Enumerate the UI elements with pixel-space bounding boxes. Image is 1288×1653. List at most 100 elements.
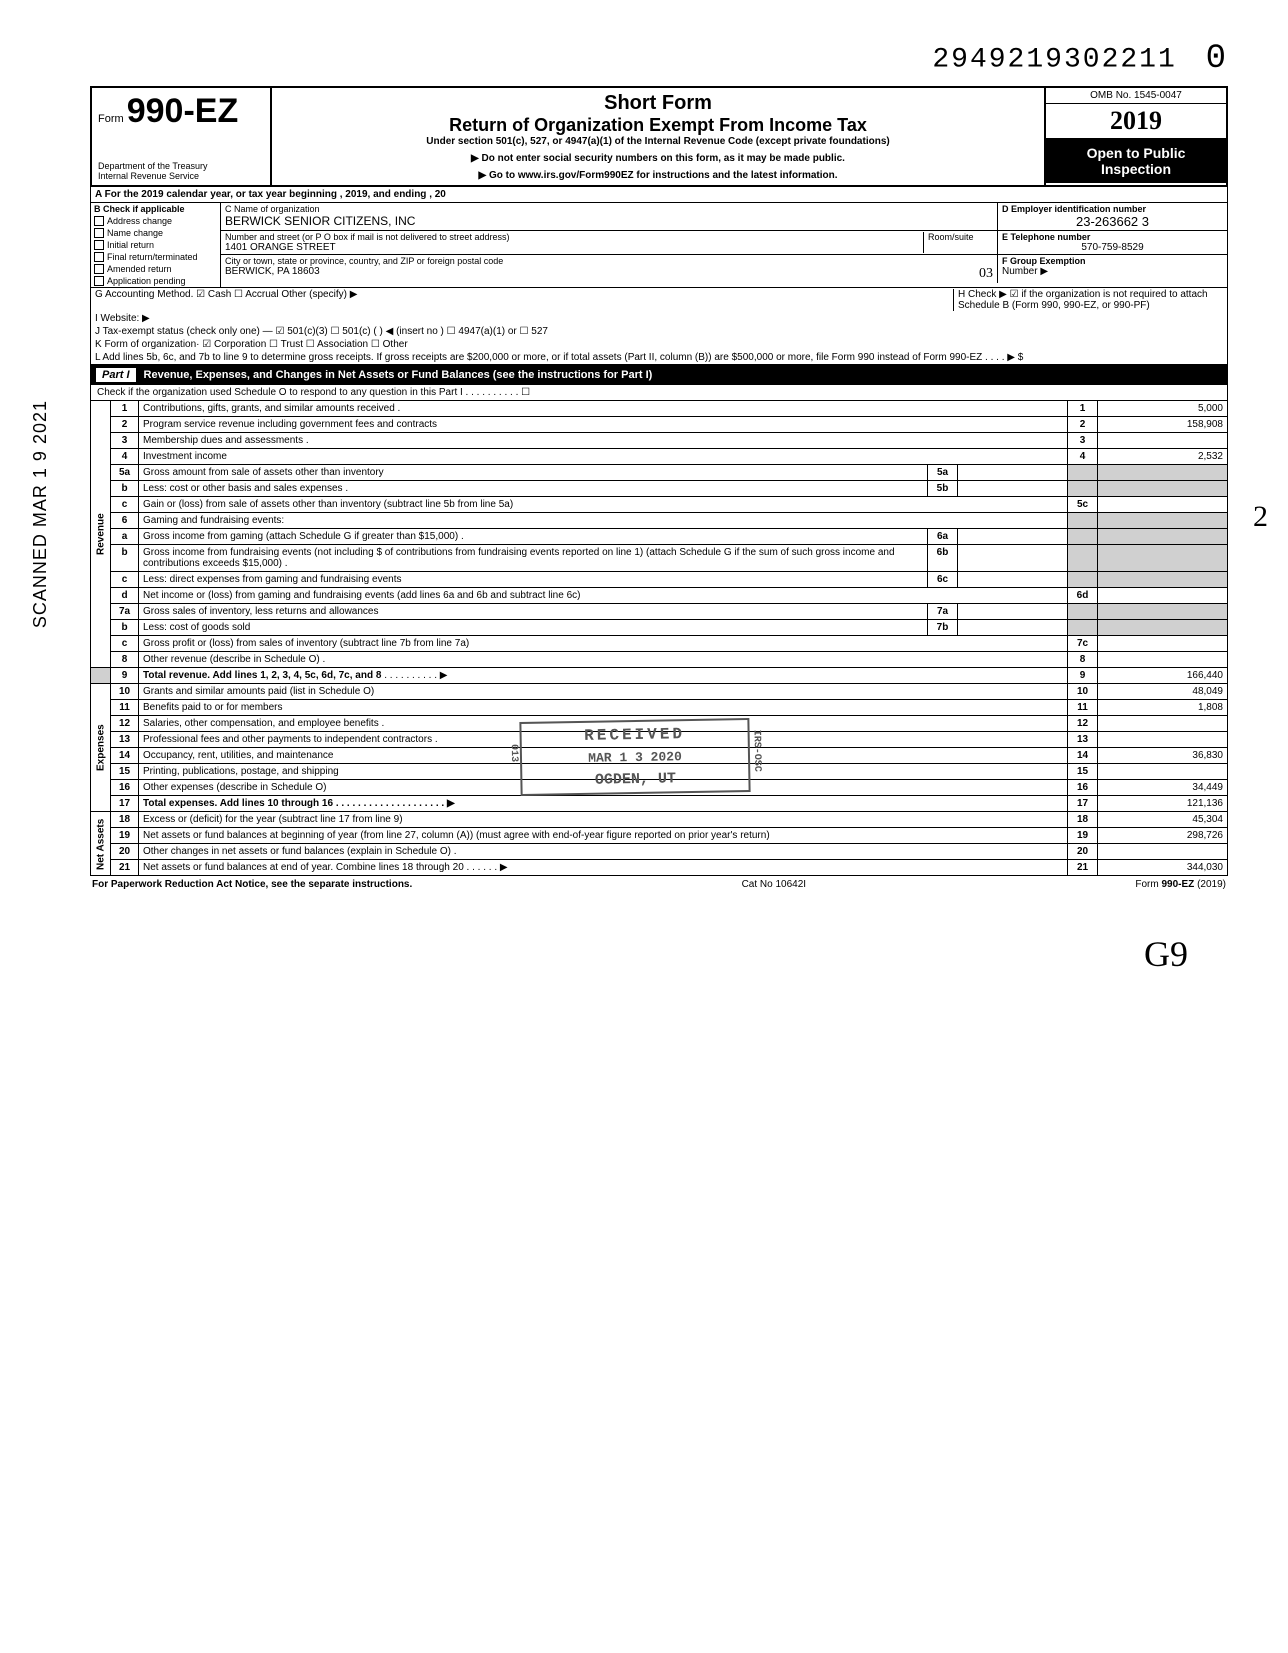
form-header: Form 990-EZ Department of the Treasury I…: [90, 86, 1228, 187]
col-b-checkboxes: B Check if applicable Address change Nam…: [91, 203, 221, 287]
col-b-title: B Check if applicable: [91, 203, 220, 215]
line-6-desc: Gaming and fundraising events:: [139, 513, 1068, 529]
line-5b-desc: Less: cost or other basis and sales expe…: [139, 481, 928, 497]
name-label: C Name of organization: [225, 204, 993, 214]
row-a-tax-year: A For the 2019 calendar year, or tax yea…: [90, 187, 1228, 203]
line-4-val: 2,532: [1098, 449, 1228, 465]
chk-initial-return[interactable]: Initial return: [91, 239, 220, 251]
tax-year: 2019: [1046, 104, 1226, 139]
handwritten-g9: G9: [90, 933, 1228, 975]
line-21-val: 344,030: [1098, 860, 1228, 876]
line-10-desc: Grants and similar amounts paid (list in…: [139, 684, 1068, 700]
line-6a-desc: Gross income from gaming (attach Schedul…: [139, 529, 928, 545]
line-11-desc: Benefits paid to or for members: [139, 700, 1068, 716]
chk-application-pending[interactable]: Application pending: [91, 275, 220, 287]
line-9-desc: Total revenue. Add lines 1, 2, 3, 4, 5c,…: [139, 668, 1068, 684]
document-locator-number: 2949219302211 0: [90, 40, 1228, 78]
part-1-header: Part I Revenue, Expenses, and Changes in…: [90, 365, 1228, 385]
ein-label: D Employer identification number: [1002, 204, 1223, 214]
net-assets-side-label: Net Assets: [91, 812, 111, 876]
telephone: 570-759-8529: [1002, 242, 1223, 253]
form-prefix: Form: [98, 113, 124, 125]
line-2-val: 158,908: [1098, 417, 1228, 433]
revenue-side-label: Revenue: [91, 401, 111, 668]
line-9-val: 166,440: [1098, 668, 1228, 684]
org-name: BERWICK SENIOR CITIZENS, INC: [225, 214, 993, 228]
footer-form: Form Form 990-EZ (2019)990-EZ (2019): [1135, 879, 1226, 890]
under-section: Under section 501(c), 527, or 4947(a)(1)…: [280, 136, 1036, 147]
handwritten-2: 2: [1253, 500, 1268, 534]
line-7b-desc: Less: cost of goods sold: [139, 620, 928, 636]
line-19-desc: Net assets or fund balances at beginning…: [139, 828, 1068, 844]
city-value: BERWICK, PA 18603 03: [225, 266, 993, 277]
chk-amended-return[interactable]: Amended return: [91, 263, 220, 275]
chk-final-return[interactable]: Final return/terminated: [91, 251, 220, 263]
line-1-desc: Contributions, gifts, grants, and simila…: [139, 401, 1068, 417]
received-stamp: RECEIVED MAR 1 3 2020 OGDEN, UT IRS-OSC …: [519, 718, 750, 796]
row-k-form-org: K Form of organization· ☑ Corporation ☐ …: [91, 338, 1227, 351]
chk-address-change[interactable]: Address change: [91, 215, 220, 227]
line-1-num: 1: [111, 401, 139, 417]
line-19-val: 298,726: [1098, 828, 1228, 844]
line-11-val: 1,808: [1098, 700, 1228, 716]
room-suite: Room/suite: [923, 232, 993, 253]
stamp-date: MAR 1 3 2020: [538, 748, 732, 766]
footer-cat-no: Cat No 10642I: [742, 879, 807, 890]
chk-name-change[interactable]: Name change: [91, 227, 220, 239]
tel-label: E Telephone number: [1002, 232, 1223, 242]
line-1-val: 5,000: [1098, 401, 1228, 417]
short-form-title: Short Form: [280, 92, 1036, 115]
line-16-val: 34,449: [1098, 780, 1228, 796]
footer-paperwork: For Paperwork Reduction Act Notice, see …: [92, 879, 412, 890]
stamp-location: OGDEN, UT: [538, 769, 732, 789]
line-6b-desc: Gross income from fundraising events (no…: [139, 545, 928, 572]
stamp-side-irs: IRS-OSC: [751, 730, 763, 772]
line-2-desc: Program service revenue including govern…: [139, 417, 1068, 433]
addr-label: Number and street (or P O box if mail is…: [225, 232, 923, 242]
line-21-desc: Net assets or fund balances at end of ye…: [139, 860, 1068, 876]
ssn-warning: ▶ Do not enter social security numbers o…: [280, 153, 1036, 164]
street-address: 1401 ORANGE STREET: [225, 242, 923, 253]
group-exemption-label: F Group Exemption: [1002, 256, 1223, 266]
form-number: 990-EZ: [127, 92, 239, 130]
open-public-inspection: Open to Public Inspection: [1046, 139, 1226, 183]
line-6d-desc: Net income or (loss) from gaming and fun…: [139, 588, 1068, 604]
city-handwritten: 03: [979, 266, 993, 282]
city-label: City or town, state or province, country…: [225, 256, 993, 266]
ein-value: 23-263662 3: [1002, 214, 1223, 229]
main-lines-table: Revenue 1 Contributions, gifts, grants, …: [90, 400, 1228, 876]
line-5c-desc: Gain or (loss) from sale of assets other…: [139, 497, 1068, 513]
dept-treasury: Department of the Treasury Internal Reve…: [98, 161, 264, 181]
line-17-val: 121,136: [1098, 796, 1228, 812]
year-prefix: 20: [1110, 106, 1136, 135]
part-1-schedule-o: Check if the organization used Schedule …: [90, 385, 1228, 400]
line-10-val: 48,049: [1098, 684, 1228, 700]
part-1-title: Revenue, Expenses, and Changes in Net As…: [144, 369, 653, 381]
row-j-tax-exempt: J Tax-exempt status (check only one) — ☑…: [91, 325, 1227, 338]
line-7c-desc: Gross profit or (loss) from sales of inv…: [139, 636, 1068, 652]
expenses-side-label: Expenses: [91, 684, 111, 812]
row-h-schedule-b: H Check ▶ ☑ if the organization is not r…: [953, 289, 1223, 311]
line-18-val: 45,304: [1098, 812, 1228, 828]
line-6c-desc: Less: direct expenses from gaming and fu…: [139, 572, 928, 588]
irs-url: ▶ Go to www.irs.gov/Form990EZ for instru…: [280, 170, 1036, 181]
return-title: Return of Organization Exempt From Incom…: [280, 115, 1036, 136]
line-17-desc: Total expenses. Add lines 10 through 16 …: [139, 796, 1068, 812]
part-1-label: Part I: [96, 368, 136, 382]
dln-suffix: 0: [1206, 40, 1228, 78]
group-exemption-number: Number ▶: [1002, 266, 1223, 277]
stamp-received: RECEIVED: [537, 724, 731, 745]
row-l-gross-receipts: L Add lines 5b, 6c, and 7b to line 9 to …: [91, 351, 1227, 364]
page-footer: For Paperwork Reduction Act Notice, see …: [90, 876, 1228, 893]
scanned-stamp: SCANNED MAR 1 9 2021: [30, 400, 51, 628]
row-g-accounting: G Accounting Method. ☑ Cash ☐ Accrual Ot…: [95, 289, 953, 311]
year-bold: 19: [1136, 106, 1162, 135]
omb-number: OMB No. 1545-0047: [1046, 88, 1226, 104]
line-14-val: 36,830: [1098, 748, 1228, 764]
line-7a-desc: Gross sales of inventory, less returns a…: [139, 604, 928, 620]
line-4-desc: Investment income: [139, 449, 1068, 465]
line-3-val: [1098, 433, 1228, 449]
line-8-desc: Other revenue (describe in Schedule O) .: [139, 652, 1068, 668]
org-info-grid: B Check if applicable Address change Nam…: [90, 203, 1228, 288]
lines-g-through-l: G Accounting Method. ☑ Cash ☐ Accrual Ot…: [90, 288, 1228, 365]
